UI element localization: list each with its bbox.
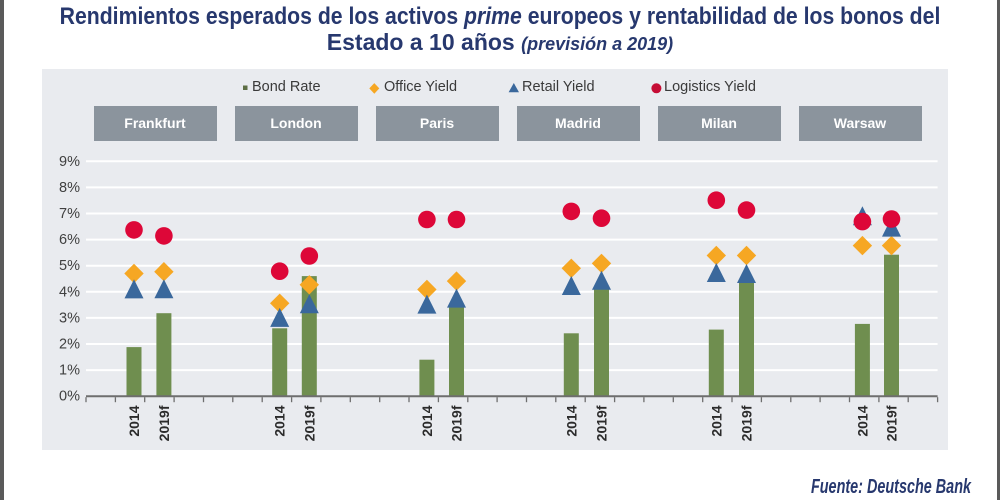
svg-text:2019f: 2019f <box>884 405 900 441</box>
svg-text:2014: 2014 <box>126 405 142 436</box>
svg-text:9%: 9% <box>59 154 80 170</box>
svg-text:0%: 0% <box>59 389 80 405</box>
svg-text:2019f: 2019f <box>594 405 610 441</box>
svg-text:2014: 2014 <box>272 405 288 436</box>
svg-text:3%: 3% <box>59 310 80 326</box>
svg-text:2014: 2014 <box>854 405 870 436</box>
svg-text:5%: 5% <box>59 258 80 274</box>
svg-text:2019f: 2019f <box>301 405 317 441</box>
svg-text:2019f: 2019f <box>739 405 755 441</box>
svg-text:2%: 2% <box>59 337 80 353</box>
svg-text:2014: 2014 <box>419 405 435 436</box>
svg-text:8%: 8% <box>59 180 80 196</box>
svg-text:2019f: 2019f <box>156 405 172 441</box>
svg-text:1%: 1% <box>59 363 80 379</box>
svg-text:6%: 6% <box>59 232 80 248</box>
svg-text:4%: 4% <box>59 284 80 300</box>
svg-text:2014: 2014 <box>563 405 579 436</box>
svg-text:7%: 7% <box>59 206 80 222</box>
svg-text:2014: 2014 <box>708 405 724 436</box>
svg-text:2019f: 2019f <box>449 405 465 441</box>
